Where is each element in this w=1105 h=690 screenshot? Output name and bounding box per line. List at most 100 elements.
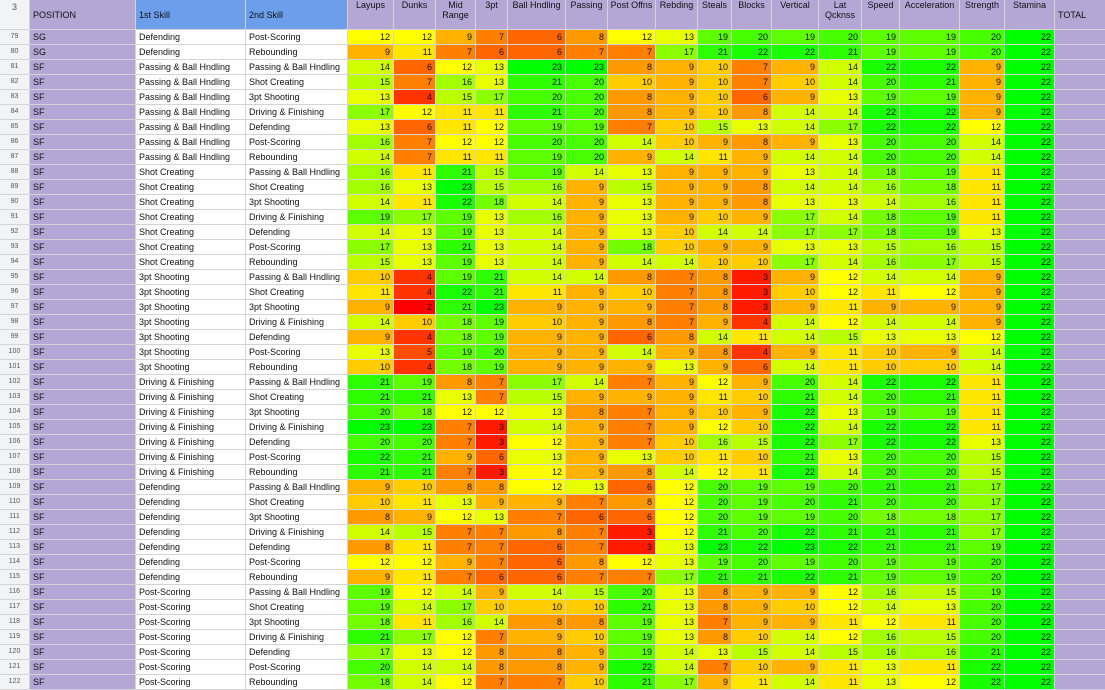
stat-cell[interactable]: 9 <box>348 330 394 345</box>
stat-cell[interactable]: 8 <box>698 300 732 315</box>
stat-cell[interactable]: 15 <box>960 450 1005 465</box>
stat-cell[interactable]: 12 <box>608 30 656 45</box>
stat-cell[interactable]: 22 <box>1005 45 1055 60</box>
stat-cell[interactable]: 22 <box>900 120 960 135</box>
stat-cell[interactable]: 12 <box>394 30 436 45</box>
stat-cell[interactable]: 10 <box>566 600 608 615</box>
second-skill-cell[interactable]: Passing & Ball Hndling <box>246 480 348 495</box>
total-cell[interactable]: 195 <box>1055 330 1105 345</box>
stat-cell[interactable]: 9 <box>436 30 476 45</box>
column-header[interactable]: 1st Skill <box>136 0 246 30</box>
stat-cell[interactable]: 21 <box>508 75 566 90</box>
stat-cell[interactable]: 7 <box>436 465 476 480</box>
stat-cell[interactable]: 22 <box>1005 600 1055 615</box>
stat-cell[interactable]: 14 <box>819 210 862 225</box>
stat-cell[interactable]: 9 <box>566 420 608 435</box>
stat-cell[interactable]: 11 <box>476 105 508 120</box>
first-skill-cell[interactable]: Defending <box>136 540 246 555</box>
row-number[interactable]: 91 <box>0 210 30 225</box>
stat-cell[interactable]: 20 <box>732 555 772 570</box>
stat-cell[interactable]: 9 <box>732 375 772 390</box>
stat-cell[interactable]: 9 <box>900 300 960 315</box>
stat-cell[interactable]: 20 <box>566 150 608 165</box>
stat-cell[interactable]: 10 <box>348 360 394 375</box>
stat-cell[interactable]: 20 <box>900 450 960 465</box>
stat-cell[interactable]: 19 <box>436 255 476 270</box>
stat-cell[interactable]: 15 <box>436 90 476 105</box>
stat-cell[interactable]: 8 <box>656 330 698 345</box>
stat-cell[interactable]: 9 <box>656 60 698 75</box>
stat-cell[interactable]: 4 <box>394 285 436 300</box>
stat-cell[interactable]: 21 <box>608 600 656 615</box>
first-skill-cell[interactable]: Shot Creating <box>136 240 246 255</box>
stat-cell[interactable]: 19 <box>436 345 476 360</box>
stat-cell[interactable]: 19 <box>698 30 732 45</box>
second-skill-cell[interactable]: Driving & Finishing <box>246 420 348 435</box>
position-cell[interactable]: SF <box>30 165 136 180</box>
stat-cell[interactable]: 19 <box>348 585 394 600</box>
stat-cell[interactable]: 8 <box>566 30 608 45</box>
stat-cell[interactable]: 11 <box>394 195 436 210</box>
stat-cell[interactable]: 21 <box>508 105 566 120</box>
row-number[interactable]: 82 <box>0 75 30 90</box>
first-skill-cell[interactable]: Shot Creating <box>136 195 246 210</box>
stat-cell[interactable]: 22 <box>900 375 960 390</box>
stat-cell[interactable]: 14 <box>508 195 566 210</box>
stat-cell[interactable]: 18 <box>348 615 394 630</box>
total-cell[interactable]: 170 <box>1055 300 1105 315</box>
stat-cell[interactable]: 9 <box>656 165 698 180</box>
stat-cell[interactable]: 7 <box>508 675 566 690</box>
second-skill-cell[interactable]: Driving & Finishing <box>246 630 348 645</box>
first-skill-cell[interactable]: Shot Creating <box>136 165 246 180</box>
stat-cell[interactable]: 20 <box>566 105 608 120</box>
stat-cell[interactable]: 9 <box>508 630 566 645</box>
total-cell[interactable]: 216 <box>1055 195 1105 210</box>
stat-cell[interactable]: 13 <box>394 225 436 240</box>
position-cell[interactable]: SF <box>30 240 136 255</box>
stat-cell[interactable]: 18 <box>476 195 508 210</box>
stat-cell[interactable]: 13 <box>656 360 698 375</box>
position-cell[interactable]: SF <box>30 615 136 630</box>
stat-cell[interactable]: 20 <box>508 135 566 150</box>
stat-cell[interactable]: 12 <box>436 645 476 660</box>
stat-cell[interactable]: 16 <box>862 630 900 645</box>
stat-cell[interactable]: 14 <box>698 330 732 345</box>
stat-cell[interactable]: 6 <box>566 510 608 525</box>
stat-cell[interactable]: 13 <box>348 90 394 105</box>
stat-cell[interactable]: 13 <box>862 675 900 690</box>
stat-cell[interactable]: 23 <box>394 420 436 435</box>
row-number[interactable]: 98 <box>0 315 30 330</box>
column-header[interactable]: Layups <box>348 0 394 30</box>
column-header[interactable]: Passing <box>566 0 608 30</box>
stat-cell[interactable]: 8 <box>566 405 608 420</box>
row-number[interactable]: 102 <box>0 375 30 390</box>
stat-cell[interactable]: 20 <box>819 510 862 525</box>
stat-cell[interactable]: 12 <box>819 630 862 645</box>
stat-cell[interactable]: 9 <box>960 315 1005 330</box>
stat-cell[interactable]: 9 <box>960 270 1005 285</box>
stat-cell[interactable]: 14 <box>608 135 656 150</box>
row-number[interactable]: 90 <box>0 195 30 210</box>
stat-cell[interactable]: 13 <box>476 225 508 240</box>
stat-cell[interactable]: 10 <box>772 600 819 615</box>
stat-cell[interactable]: 13 <box>436 495 476 510</box>
stat-cell[interactable]: 17 <box>394 210 436 225</box>
stat-cell[interactable]: 9 <box>772 660 819 675</box>
stat-cell[interactable]: 20 <box>348 435 394 450</box>
stat-cell[interactable]: 22 <box>1005 300 1055 315</box>
stat-cell[interactable]: 19 <box>862 570 900 585</box>
stat-cell[interactable]: 19 <box>348 210 394 225</box>
stat-cell[interactable]: 12 <box>862 615 900 630</box>
first-skill-cell[interactable]: Post-Scoring <box>136 660 246 675</box>
stat-cell[interactable]: 22 <box>960 660 1005 675</box>
stat-cell[interactable]: 20 <box>900 495 960 510</box>
first-skill-cell[interactable]: Defending <box>136 45 246 60</box>
stat-cell[interactable]: 14 <box>819 75 862 90</box>
stat-cell[interactable]: 11 <box>960 375 1005 390</box>
stat-cell[interactable]: 7 <box>436 570 476 585</box>
stat-cell[interactable]: 12 <box>900 285 960 300</box>
stat-cell[interactable]: 14 <box>819 165 862 180</box>
row-number[interactable]: 120 <box>0 645 30 660</box>
stat-cell[interactable]: 9 <box>566 345 608 360</box>
stat-cell[interactable]: 22 <box>960 675 1005 690</box>
